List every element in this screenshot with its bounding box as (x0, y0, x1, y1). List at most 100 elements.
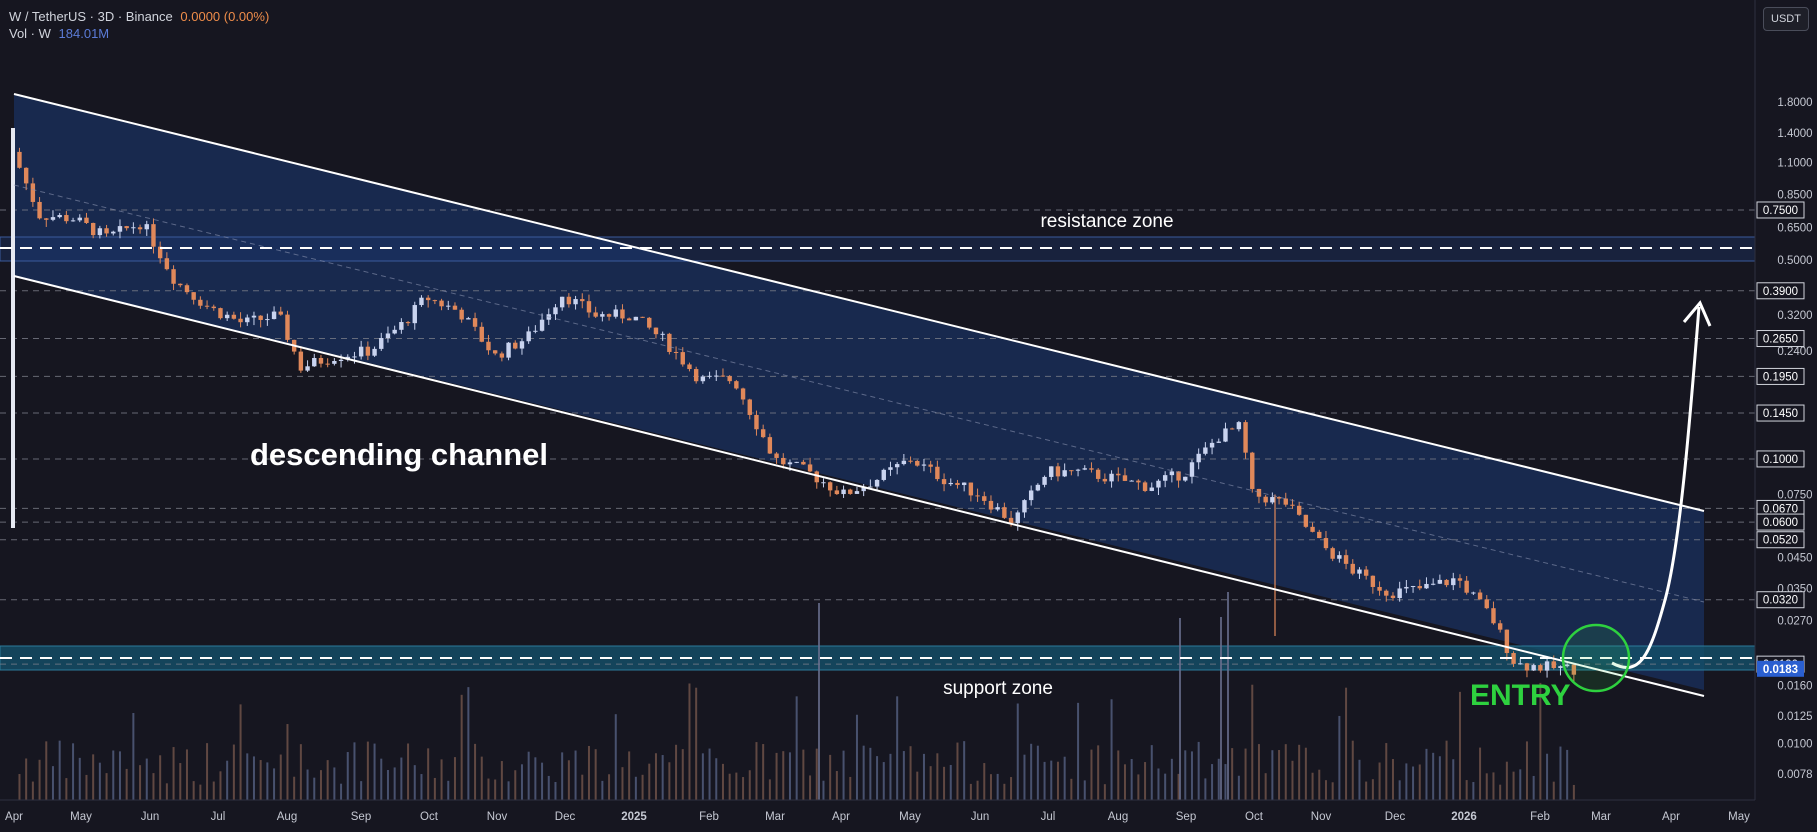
candle-body (553, 307, 558, 315)
candle-body (111, 231, 116, 234)
annotation-layer: resistance zone descending channel suppo… (0, 93, 1755, 712)
candle-body (224, 314, 230, 319)
price-tick-label: 1.1000 (1777, 158, 1812, 170)
candle-body (64, 215, 69, 222)
volume-bar (447, 780, 450, 800)
candle-body (1243, 422, 1248, 453)
candle-body (1035, 484, 1041, 491)
channel-lower-line[interactable] (13, 275, 1705, 697)
volume-bar (139, 765, 142, 800)
current-price-tag (1757, 660, 1804, 677)
time-tick-label: Nov (487, 811, 508, 823)
volume-bar (1432, 752, 1435, 800)
volume-bar (373, 743, 376, 800)
volume-bar (1539, 682, 1542, 800)
volume-bar (460, 694, 463, 800)
volume-bar (1170, 758, 1173, 800)
volume-bar (1284, 744, 1287, 800)
candle-body (1571, 664, 1577, 675)
candle-body (519, 341, 525, 349)
candle-body (439, 300, 444, 307)
time-axis[interactable]: Apr May Jun Jul Aug Sep Oct Nov Dec 2025 Feb Mar Apr… (0, 799, 1755, 823)
candle-body (184, 285, 190, 293)
volume-bar (1144, 762, 1147, 800)
candle-body (1370, 575, 1376, 587)
candle-body (312, 357, 317, 367)
volume-bar (219, 771, 222, 800)
candle-body (1028, 490, 1034, 501)
currency-button[interactable]: USDT (1763, 7, 1809, 31)
candle-body (941, 479, 947, 485)
candle-body (144, 224, 149, 230)
candle-body (30, 183, 36, 202)
time-tick-label: Feb (1530, 811, 1550, 823)
time-tick-label: Aug (1108, 811, 1128, 823)
candle-body (1022, 500, 1027, 513)
volume-bar (762, 744, 765, 800)
volume-spike (818, 603, 820, 800)
volume-bar (1217, 758, 1220, 800)
volume-bar (293, 776, 296, 800)
volume-bar (1157, 768, 1160, 800)
candle-body (673, 351, 679, 353)
volume-bar (869, 747, 872, 800)
level-price-label: 0.0600 (1763, 517, 1798, 529)
channel-upper-line[interactable] (13, 93, 1705, 512)
candle-body (881, 469, 886, 480)
volume-bar (768, 779, 771, 800)
candle-body (1229, 428, 1235, 430)
candle-body (198, 299, 203, 306)
time-tick-label: Apr (832, 811, 850, 823)
time-tick-label: Dec (555, 811, 576, 823)
projection-arrowhead (1682, 300, 1712, 327)
candle-body (171, 269, 176, 284)
candle-body (358, 346, 364, 357)
candle-body (513, 342, 518, 349)
candle-body (1136, 480, 1141, 483)
level-price-label: 0.0520 (1763, 535, 1798, 547)
symbol-label[interactable]: W / TetherUS · 3D · Binance (9, 9, 173, 24)
candle-body (1162, 475, 1168, 481)
candle-body (747, 399, 752, 415)
volume-bar (1224, 764, 1227, 800)
volume-bar (547, 775, 550, 800)
price-tick-label: 0.0270 (1777, 616, 1812, 628)
volume-bar (574, 750, 577, 800)
candle-body (995, 507, 1000, 510)
volume-label[interactable]: Vol · W (9, 26, 51, 41)
volume-bar (252, 756, 255, 800)
candle-body (104, 228, 109, 234)
volume-bar (608, 774, 611, 800)
candle-body (566, 296, 572, 305)
candle-body (1377, 586, 1382, 591)
volume-bar (641, 774, 644, 800)
entry-circle[interactable] (1561, 623, 1631, 693)
volume-bar (206, 743, 209, 800)
candle-body (1082, 468, 1087, 470)
price-axis[interactable]: 1.8000 1.4000 1.1000 0.8500 0.6500 0.5000 0.32… (1754, 0, 1817, 800)
volume-bar (715, 758, 718, 800)
candle-body (1216, 441, 1221, 443)
volume-bar (534, 757, 537, 800)
candle-body (727, 376, 732, 382)
volume-bar (902, 751, 905, 800)
volume-bar (1271, 750, 1274, 800)
volume-bar (567, 760, 570, 800)
candle-body (1430, 583, 1436, 585)
volume-bar (239, 704, 242, 800)
candle-body (841, 489, 846, 495)
candle-body (1149, 487, 1154, 491)
volume-bar (835, 771, 838, 800)
chart-legend: W / TetherUS · 3D · Binance 0.0000 (0.00… (9, 8, 269, 42)
volume-bar (1190, 751, 1193, 800)
projection-arrow[interactable] (1611, 306, 1701, 669)
volume-bar (1485, 773, 1488, 800)
candle-body (245, 317, 250, 323)
candle-body (774, 453, 779, 458)
candle-body (1276, 497, 1282, 499)
volume-bar (326, 760, 329, 800)
candle-body (1102, 478, 1108, 482)
volume-bar (1371, 779, 1374, 800)
candle-body (37, 201, 42, 219)
